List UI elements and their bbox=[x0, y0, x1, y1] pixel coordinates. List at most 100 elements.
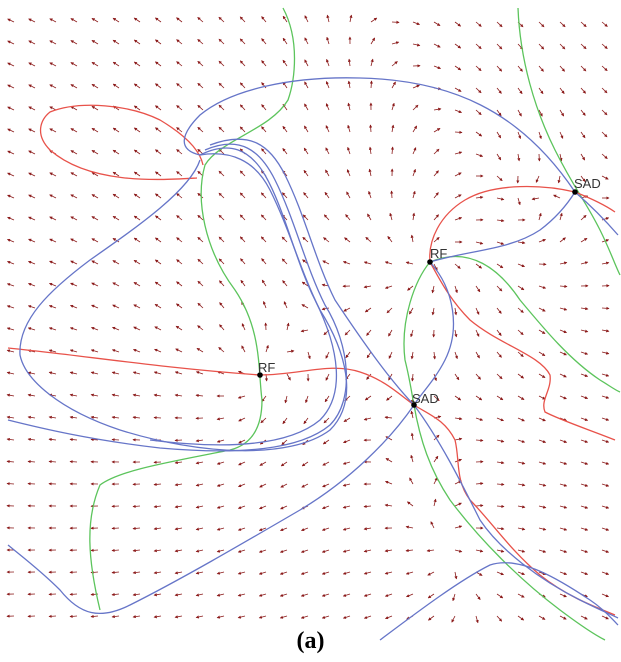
critical-point-focus-upper: RF bbox=[427, 246, 447, 265]
field-arrow bbox=[300, 615, 309, 619]
field-arrow bbox=[517, 285, 525, 291]
field-arrow bbox=[475, 373, 481, 380]
field-arrow bbox=[426, 548, 435, 553]
field-arrow bbox=[433, 477, 438, 485]
field-arrow bbox=[517, 197, 521, 206]
field-arrow bbox=[49, 172, 57, 177]
field-arrow bbox=[218, 214, 225, 221]
field-arrow bbox=[323, 417, 330, 424]
field-arrow bbox=[216, 593, 225, 597]
field-arrow bbox=[132, 504, 141, 508]
field-arrow bbox=[370, 58, 374, 67]
field-arrow bbox=[475, 417, 484, 421]
field-arrow bbox=[282, 15, 288, 23]
field-arrow bbox=[559, 549, 568, 553]
field-arrow bbox=[195, 505, 204, 509]
field-arrow bbox=[6, 459, 15, 464]
field-arrow bbox=[218, 347, 225, 353]
field-arrow bbox=[517, 307, 524, 313]
field-arrow bbox=[321, 549, 330, 553]
field-arrow bbox=[369, 124, 373, 133]
field-arrow bbox=[301, 527, 309, 532]
field-arrow bbox=[454, 285, 458, 294]
field-arrow bbox=[218, 60, 225, 67]
field-arrow bbox=[6, 305, 15, 309]
field-arrow bbox=[91, 172, 99, 177]
field-arrow bbox=[28, 238, 36, 243]
field-arrow bbox=[412, 212, 416, 221]
field-arrow bbox=[517, 571, 525, 576]
field-arrow bbox=[112, 260, 120, 265]
field-arrow bbox=[454, 65, 462, 71]
field-arrow bbox=[279, 615, 288, 619]
field-arrow bbox=[321, 571, 330, 575]
field-arrow bbox=[238, 417, 246, 422]
field-arrow bbox=[91, 282, 99, 287]
field-arrow bbox=[261, 148, 267, 155]
field-arrow bbox=[28, 106, 36, 111]
field-arrow bbox=[7, 40, 15, 45]
field-arrow bbox=[431, 307, 435, 316]
field-arrow bbox=[517, 461, 526, 465]
field-arrow bbox=[133, 61, 141, 67]
field-arrow bbox=[322, 483, 330, 488]
field-arrow bbox=[261, 104, 267, 111]
field-arrow bbox=[90, 548, 99, 552]
field-arrow bbox=[91, 304, 99, 309]
field-arrow bbox=[475, 438, 484, 442]
field-arrow bbox=[580, 329, 589, 333]
field-arrow bbox=[496, 65, 503, 72]
field-arrow bbox=[517, 241, 526, 245]
field-arrow bbox=[390, 146, 395, 155]
field-arrow bbox=[321, 615, 330, 619]
field-arrow bbox=[342, 615, 351, 619]
field-arrow bbox=[90, 371, 99, 375]
field-arrow bbox=[475, 593, 481, 601]
field-arrow bbox=[433, 237, 440, 243]
field-arrow bbox=[347, 80, 351, 89]
field-arrow bbox=[517, 329, 524, 336]
separatrix-rf-saddle bbox=[413, 261, 455, 406]
field-arrow bbox=[28, 216, 36, 221]
field-arrow bbox=[326, 58, 330, 67]
field-arrow bbox=[496, 87, 502, 94]
field-arrow bbox=[517, 131, 522, 139]
field-arrow bbox=[216, 615, 225, 619]
separatrix-saddle-right bbox=[413, 404, 619, 619]
field-arrow bbox=[282, 59, 288, 67]
field-arrow bbox=[260, 214, 267, 221]
field-arrow bbox=[559, 131, 564, 139]
field-arrow bbox=[452, 593, 456, 602]
field-arrow bbox=[112, 39, 120, 45]
field-arrow bbox=[91, 105, 99, 111]
field-arrow bbox=[7, 128, 15, 133]
field-arrow bbox=[388, 329, 393, 337]
field-arrow bbox=[48, 614, 57, 618]
separatrix-inner-2 bbox=[7, 143, 347, 452]
field-arrow bbox=[323, 214, 330, 221]
field-arrow bbox=[346, 191, 351, 199]
field-arrow bbox=[475, 21, 482, 27]
field-arrow bbox=[176, 237, 183, 243]
field-arrow bbox=[454, 417, 463, 421]
field-arrow bbox=[343, 439, 351, 444]
field-arrow bbox=[283, 301, 288, 309]
field-arrow bbox=[412, 147, 417, 155]
field-arrow bbox=[69, 371, 78, 375]
field-arrow bbox=[559, 212, 563, 221]
field-arrow bbox=[475, 549, 484, 553]
field-arrow bbox=[391, 41, 400, 45]
field-arrow bbox=[261, 16, 267, 23]
field-arrow bbox=[538, 212, 542, 221]
field-arrow bbox=[111, 438, 120, 442]
green-curve-2 bbox=[517, 7, 621, 276]
field-arrow bbox=[112, 193, 120, 199]
field-arrow bbox=[601, 175, 609, 180]
field-arrow bbox=[282, 280, 288, 287]
field-arrow bbox=[384, 503, 393, 507]
field-arrow bbox=[280, 527, 288, 532]
field-arrow bbox=[580, 483, 589, 487]
field-arrow bbox=[535, 175, 540, 183]
field-arrow bbox=[496, 527, 505, 531]
field-arrow bbox=[412, 125, 418, 133]
